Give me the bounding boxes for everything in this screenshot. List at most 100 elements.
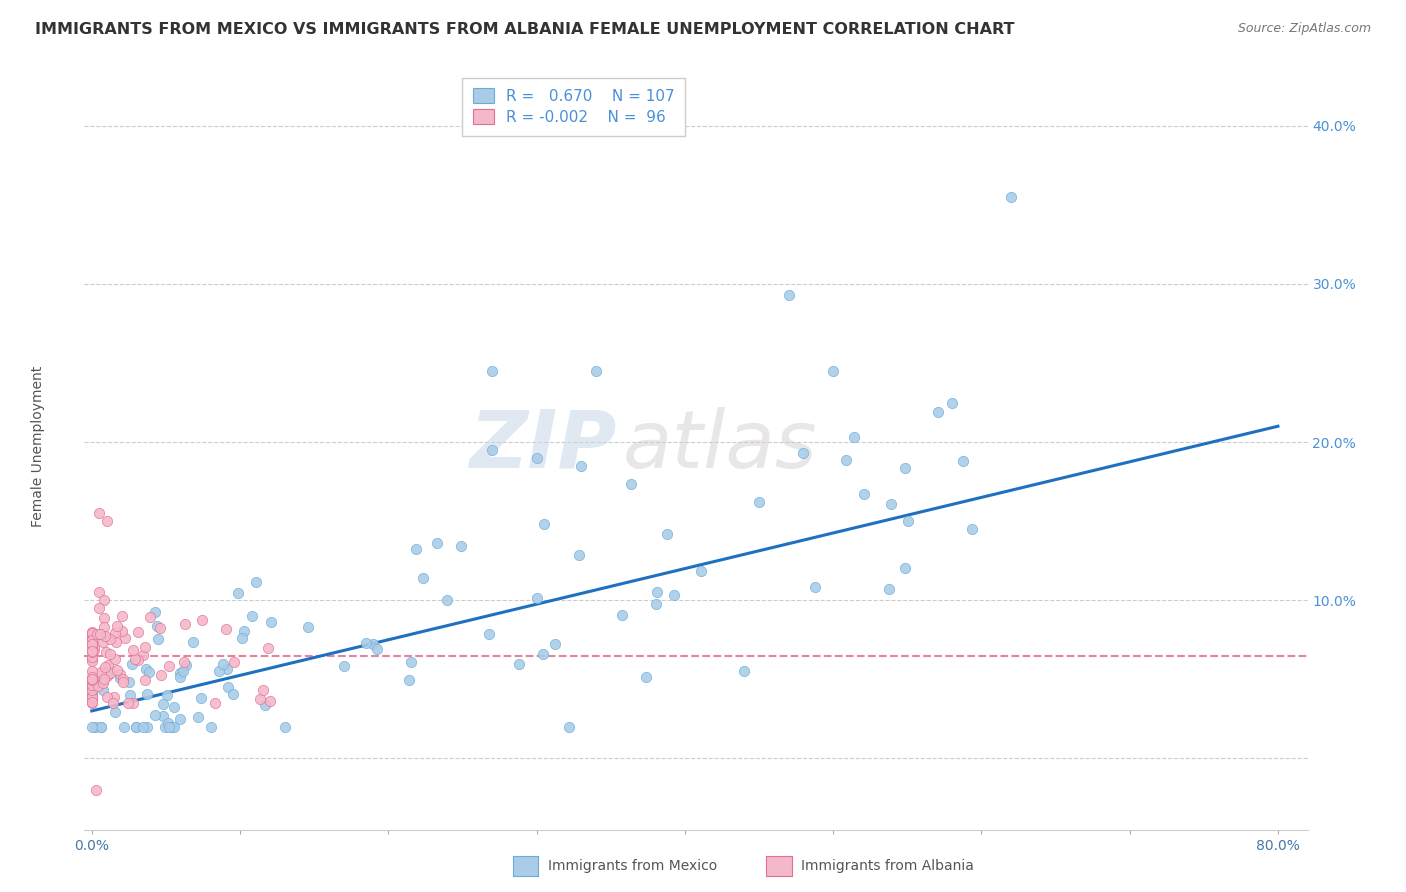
Point: [80, 670, 103, 684]
Point: [121, 643, 143, 657]
Point: [80, 695, 103, 709]
Point: [157, 659, 180, 673]
Point: [100, 648, 122, 662]
Point: [187, 710, 209, 724]
Point: [233, 624, 256, 638]
Point: [733, 665, 755, 679]
Point: [93, 665, 115, 679]
Point: [401, 655, 423, 669]
Point: [204, 696, 226, 710]
Point: [80, 645, 103, 659]
Point: [792, 446, 814, 460]
Point: [134, 640, 156, 654]
Point: [568, 548, 591, 562]
Point: [152, 708, 174, 723]
Text: ZIP: ZIP: [470, 407, 616, 485]
Point: [138, 665, 160, 679]
Point: [93, 611, 115, 625]
Point: [842, 430, 865, 444]
Point: [82, 674, 104, 689]
Point: [104, 626, 127, 640]
Point: [80, 644, 103, 658]
Point: [107, 664, 129, 678]
Point: [111, 672, 134, 686]
Point: [80, 681, 103, 695]
Point: [135, 720, 157, 734]
Point: [80, 688, 103, 702]
Point: [101, 696, 124, 710]
Point: [84, 783, 107, 797]
Point: [252, 683, 274, 698]
Point: [569, 458, 592, 473]
Point: [91, 634, 114, 648]
Point: [128, 653, 150, 667]
Point: [531, 648, 554, 662]
Point: [508, 657, 530, 671]
Point: [105, 619, 128, 633]
Text: atlas: atlas: [623, 407, 817, 485]
Point: [778, 288, 800, 302]
Point: [690, 564, 713, 578]
Point: [212, 657, 235, 671]
Point: [426, 536, 449, 550]
Point: [80, 652, 103, 666]
Point: [260, 615, 283, 629]
Point: [120, 688, 142, 702]
Point: [880, 498, 903, 512]
Text: Immigrants from Albania: Immigrants from Albania: [801, 859, 974, 873]
Point: [927, 405, 949, 419]
Point: [80, 683, 103, 698]
Point: [853, 486, 876, 500]
Point: [152, 697, 174, 711]
Point: [121, 657, 143, 671]
Point: [160, 720, 183, 734]
Point: [146, 618, 169, 632]
Point: [259, 694, 281, 708]
Point: [80, 673, 103, 687]
Point: [163, 700, 186, 714]
Point: [80, 650, 103, 665]
Point: [80, 691, 103, 706]
Point: [89, 585, 111, 599]
Point: [90, 720, 112, 734]
Point: [104, 705, 127, 719]
Point: [897, 514, 920, 528]
Text: Female Unemployment: Female Unemployment: [31, 366, 45, 526]
Point: [80, 690, 103, 704]
Point: [112, 720, 135, 734]
Point: [103, 690, 125, 704]
Point: [274, 720, 297, 734]
Point: [104, 652, 127, 666]
Point: [217, 680, 239, 694]
Point: [110, 666, 132, 681]
Point: [664, 588, 686, 602]
Point: [127, 625, 149, 640]
Point: [124, 720, 146, 734]
Point: [585, 364, 607, 378]
Point: [80, 624, 103, 639]
Point: [91, 682, 114, 697]
Point: [80, 630, 103, 644]
Point: [222, 655, 245, 669]
Point: [450, 540, 472, 554]
Point: [83, 643, 105, 657]
Point: [412, 571, 434, 585]
Point: [80, 641, 103, 656]
Point: [83, 720, 105, 734]
Point: [960, 522, 983, 536]
Point: [174, 657, 197, 672]
Point: [181, 634, 204, 648]
Point: [96, 669, 118, 683]
Point: [173, 664, 195, 678]
Point: [398, 673, 420, 687]
Point: [90, 665, 112, 680]
Point: [80, 637, 103, 651]
Point: [644, 597, 666, 611]
Point: [823, 364, 845, 378]
Point: [80, 627, 103, 641]
Point: [136, 687, 159, 701]
Point: [333, 658, 356, 673]
Point: [366, 642, 388, 657]
Point: [117, 696, 139, 710]
Point: [105, 634, 128, 648]
